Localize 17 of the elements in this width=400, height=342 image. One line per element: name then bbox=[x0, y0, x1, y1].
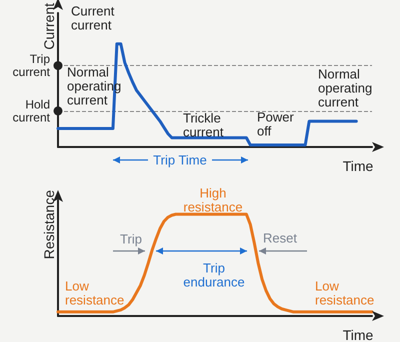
x-axis-title: Time bbox=[342, 327, 374, 342]
annotation: Trickle current bbox=[183, 110, 224, 140]
text: Trip Time bbox=[153, 152, 207, 168]
annotation: Trip bbox=[120, 232, 142, 246]
annotation: Low resistance bbox=[315, 278, 374, 308]
text: Current current bbox=[71, 4, 115, 32]
annotation: Normal operating current bbox=[318, 66, 372, 110]
ref-line-label: Trip current bbox=[12, 52, 51, 80]
annotation: High resistance bbox=[183, 186, 243, 214]
annotation: Trip endurance bbox=[183, 260, 245, 290]
annotation: Low resistance bbox=[65, 278, 124, 308]
y-axis-title: Resistance bbox=[41, 190, 57, 260]
annotation: Reset bbox=[263, 230, 298, 246]
ref-line-label: Hold current bbox=[12, 97, 51, 124]
annotation: Power off bbox=[257, 110, 295, 138]
y-axis-title: Current bbox=[41, 2, 57, 50]
x-axis-title: Time bbox=[342, 158, 374, 174]
